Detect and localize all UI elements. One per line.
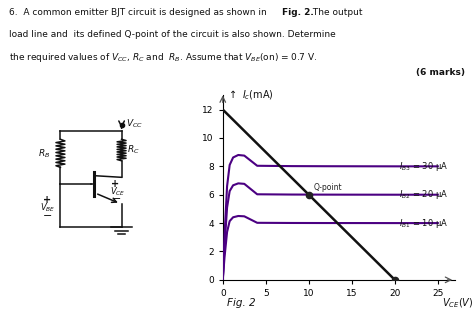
Text: $I_{B3}$ = 30 μA: $I_{B3}$ = 30 μA xyxy=(399,160,448,173)
Text: +: + xyxy=(43,196,51,205)
Text: the required values of $V_{CC}$, $R_C$ and  $R_B$. Assume that $V_{BE}$(on) = 0.: the required values of $V_{CC}$, $R_C$ a… xyxy=(9,51,318,64)
Text: $I_{B2}$ = 20 μA: $I_{B2}$ = 20 μA xyxy=(399,188,448,201)
Text: (6 marks): (6 marks) xyxy=(416,68,465,78)
Text: $R_C$: $R_C$ xyxy=(127,144,139,156)
Text: −: − xyxy=(43,211,53,221)
Text: $R_B$: $R_B$ xyxy=(38,147,50,160)
Text: Q-point: Q-point xyxy=(314,183,343,192)
Text: 6.  A common emitter BJT circuit is designed as shown in: 6. A common emitter BJT circuit is desig… xyxy=(9,8,270,17)
Text: −: − xyxy=(111,194,121,204)
Text: $V_{CE}(V)$: $V_{CE}(V)$ xyxy=(442,297,474,310)
Text: The output: The output xyxy=(310,8,363,17)
Text: $I_{B1}$ = 10 μA: $I_{B1}$ = 10 μA xyxy=(399,217,448,230)
Text: $V_{CE}$: $V_{CE}$ xyxy=(110,186,126,198)
Text: $\uparrow$ $I_c$(mA): $\uparrow$ $I_c$(mA) xyxy=(227,89,274,102)
Text: Fig. 2.: Fig. 2. xyxy=(282,8,314,17)
Text: $V_{CC}$: $V_{CC}$ xyxy=(126,117,143,130)
Text: load line and  its defined Q-point of the circuit is also shown. Determine: load line and its defined Q-point of the… xyxy=(9,30,336,38)
Text: +: + xyxy=(111,179,119,189)
Text: Fig. 2: Fig. 2 xyxy=(228,298,256,308)
Text: $V_{BE}$: $V_{BE}$ xyxy=(40,202,55,214)
